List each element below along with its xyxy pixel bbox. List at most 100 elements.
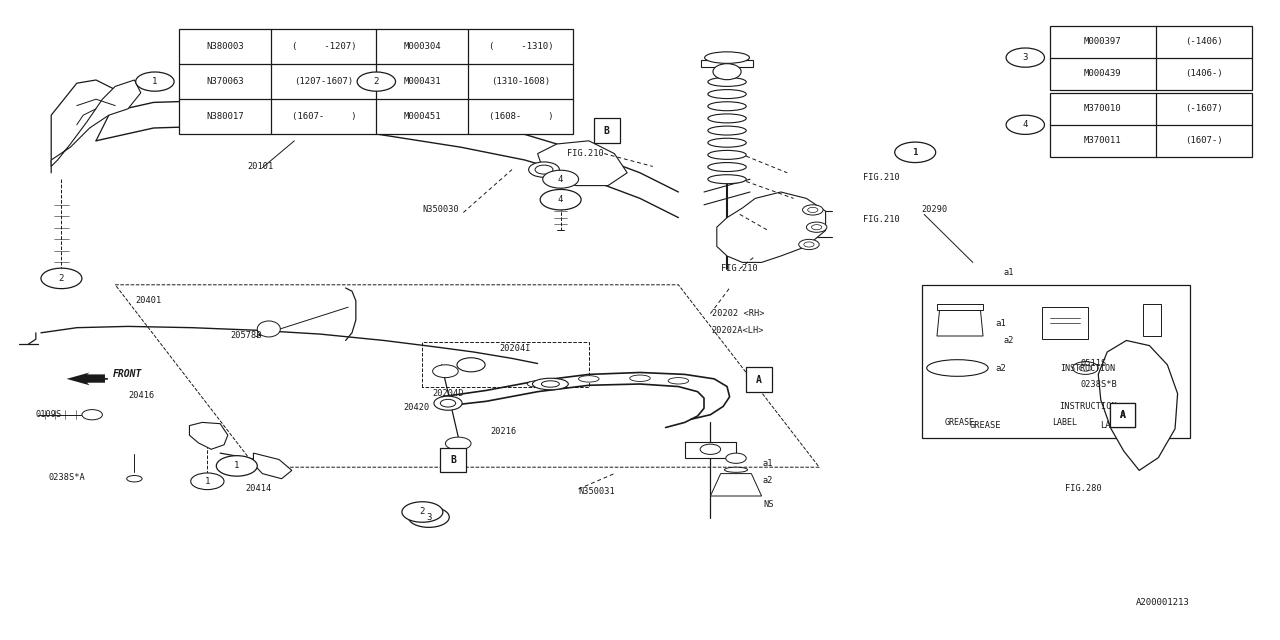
Bar <box>1050 26 1252 90</box>
Circle shape <box>408 507 449 527</box>
Text: (1608-     ): (1608- ) <box>489 112 553 122</box>
Text: (-1406): (-1406) <box>1185 37 1222 46</box>
Ellipse shape <box>708 114 746 123</box>
Text: 3: 3 <box>1023 53 1028 62</box>
Ellipse shape <box>724 467 748 472</box>
Text: 0238S*B: 0238S*B <box>1080 380 1117 389</box>
Polygon shape <box>51 80 141 166</box>
Text: 20414: 20414 <box>246 484 273 493</box>
Text: M000397: M000397 <box>1084 37 1121 46</box>
Text: 20204I: 20204I <box>499 344 531 353</box>
Ellipse shape <box>708 102 746 111</box>
Text: FIG.210: FIG.210 <box>863 173 900 182</box>
Text: 20290: 20290 <box>922 205 948 214</box>
Bar <box>1143 304 1161 336</box>
Text: LABEL: LABEL <box>1101 421 1126 430</box>
Polygon shape <box>253 453 292 479</box>
Text: 20204D: 20204D <box>433 389 465 398</box>
Text: a1: a1 <box>763 459 773 468</box>
Ellipse shape <box>630 375 650 381</box>
Text: LABEL: LABEL <box>1052 418 1078 427</box>
Text: 20416: 20416 <box>128 391 155 400</box>
Text: 1: 1 <box>913 148 918 157</box>
Text: 20420: 20420 <box>403 403 430 412</box>
Text: N370063: N370063 <box>206 77 244 86</box>
Ellipse shape <box>668 378 689 384</box>
Text: A: A <box>1120 410 1125 420</box>
Ellipse shape <box>726 453 746 463</box>
Bar <box>1110 403 1135 427</box>
Ellipse shape <box>708 175 746 184</box>
Circle shape <box>136 72 174 92</box>
Text: (1607-     ): (1607- ) <box>292 112 356 122</box>
Bar <box>179 29 573 134</box>
Circle shape <box>700 444 721 454</box>
Ellipse shape <box>927 360 988 376</box>
Text: a2: a2 <box>1004 336 1014 345</box>
Circle shape <box>540 189 581 210</box>
Circle shape <box>402 502 443 522</box>
Text: FIG.210: FIG.210 <box>863 215 900 224</box>
Circle shape <box>799 239 819 250</box>
Text: B: B <box>451 455 456 465</box>
Text: 2: 2 <box>420 508 425 516</box>
Text: 20401: 20401 <box>136 296 163 305</box>
Ellipse shape <box>708 90 746 99</box>
Bar <box>440 448 466 472</box>
Bar <box>701 60 753 67</box>
Ellipse shape <box>708 77 746 86</box>
Text: 2: 2 <box>374 77 379 86</box>
Text: 20216: 20216 <box>490 428 517 436</box>
Circle shape <box>1006 115 1044 134</box>
Circle shape <box>803 205 823 215</box>
Text: FIG.280: FIG.280 <box>1065 484 1102 493</box>
Bar <box>746 367 772 392</box>
Text: M370010: M370010 <box>1084 104 1121 113</box>
Circle shape <box>806 222 827 232</box>
Text: 4: 4 <box>558 195 563 204</box>
Text: GREASE: GREASE <box>970 421 1001 430</box>
Bar <box>922 285 1190 438</box>
Polygon shape <box>710 474 762 496</box>
Text: 20202A<LH>: 20202A<LH> <box>712 326 764 335</box>
Circle shape <box>445 437 471 450</box>
Polygon shape <box>189 422 228 449</box>
Text: 0109S: 0109S <box>36 410 63 419</box>
Circle shape <box>357 72 396 92</box>
Text: A: A <box>756 374 762 385</box>
Circle shape <box>191 473 224 490</box>
Text: N380003: N380003 <box>206 42 244 51</box>
Text: INSTRUCTION: INSTRUCTION <box>1061 364 1115 372</box>
Polygon shape <box>937 310 983 336</box>
Text: 20202 <RH>: 20202 <RH> <box>712 309 764 318</box>
Ellipse shape <box>713 64 741 80</box>
Bar <box>937 304 983 310</box>
Bar <box>1050 93 1252 157</box>
Ellipse shape <box>708 150 746 159</box>
Circle shape <box>529 162 559 177</box>
Text: M000439: M000439 <box>1084 69 1121 78</box>
Text: N350031: N350031 <box>579 487 616 496</box>
Bar <box>594 118 620 143</box>
Text: (1310-1608): (1310-1608) <box>492 77 550 86</box>
Text: 1: 1 <box>205 477 210 486</box>
Circle shape <box>543 170 579 188</box>
Text: (1207-1607): (1207-1607) <box>294 77 353 86</box>
Text: M000431: M000431 <box>403 77 442 86</box>
Text: 4: 4 <box>1023 120 1028 129</box>
Text: B: B <box>604 125 609 136</box>
Circle shape <box>895 142 936 163</box>
Text: M000451: M000451 <box>403 112 442 122</box>
Circle shape <box>82 410 102 420</box>
Polygon shape <box>67 372 105 385</box>
Ellipse shape <box>541 381 559 387</box>
Text: FRONT: FRONT <box>113 369 142 380</box>
Ellipse shape <box>708 126 746 135</box>
Text: (1406-): (1406-) <box>1185 69 1222 78</box>
Circle shape <box>896 143 934 162</box>
Ellipse shape <box>257 321 280 337</box>
Circle shape <box>216 456 257 476</box>
Text: 20101: 20101 <box>247 162 274 171</box>
Text: 20578B: 20578B <box>230 331 262 340</box>
Polygon shape <box>1098 340 1178 470</box>
